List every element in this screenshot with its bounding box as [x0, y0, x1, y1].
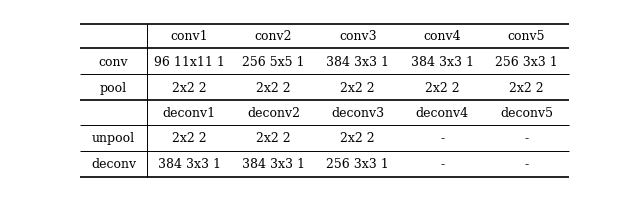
- Text: conv2: conv2: [255, 30, 292, 43]
- Text: deconv4: deconv4: [415, 106, 468, 119]
- Text: deconv3: deconv3: [331, 106, 385, 119]
- Text: 384 3x3 1: 384 3x3 1: [411, 55, 474, 68]
- Text: 2x2 2: 2x2 2: [256, 132, 291, 144]
- Text: conv3: conv3: [339, 30, 376, 43]
- Text: 2x2 2: 2x2 2: [172, 132, 207, 144]
- Text: 2x2 2: 2x2 2: [256, 81, 291, 94]
- Text: conv1: conv1: [170, 30, 208, 43]
- Text: deconv5: deconv5: [500, 106, 553, 119]
- Text: 256 5x5 1: 256 5x5 1: [242, 55, 305, 68]
- Text: 384 3x3 1: 384 3x3 1: [157, 157, 221, 170]
- Text: 256 3x3 1: 256 3x3 1: [495, 55, 558, 68]
- Text: deconv1: deconv1: [163, 106, 216, 119]
- Text: 256 3x3 1: 256 3x3 1: [326, 157, 389, 170]
- Text: conv5: conv5: [508, 30, 545, 43]
- Text: -: -: [524, 132, 529, 144]
- Text: -: -: [440, 157, 444, 170]
- Text: pool: pool: [100, 81, 127, 94]
- Text: conv: conv: [99, 55, 128, 68]
- Text: conv4: conv4: [423, 30, 461, 43]
- Text: unpool: unpool: [92, 132, 135, 144]
- Text: 2x2 2: 2x2 2: [172, 81, 207, 94]
- Text: deconv2: deconv2: [247, 106, 300, 119]
- Text: -: -: [440, 132, 444, 144]
- Text: -: -: [524, 157, 529, 170]
- Text: 96 11x11 1: 96 11x11 1: [154, 55, 225, 68]
- Text: 384 3x3 1: 384 3x3 1: [326, 55, 389, 68]
- Text: 2x2 2: 2x2 2: [340, 81, 375, 94]
- Text: 2x2 2: 2x2 2: [340, 132, 375, 144]
- Text: 2x2 2: 2x2 2: [509, 81, 544, 94]
- Text: deconv: deconv: [91, 157, 136, 170]
- Text: 2x2 2: 2x2 2: [425, 81, 460, 94]
- Text: 384 3x3 1: 384 3x3 1: [242, 157, 305, 170]
